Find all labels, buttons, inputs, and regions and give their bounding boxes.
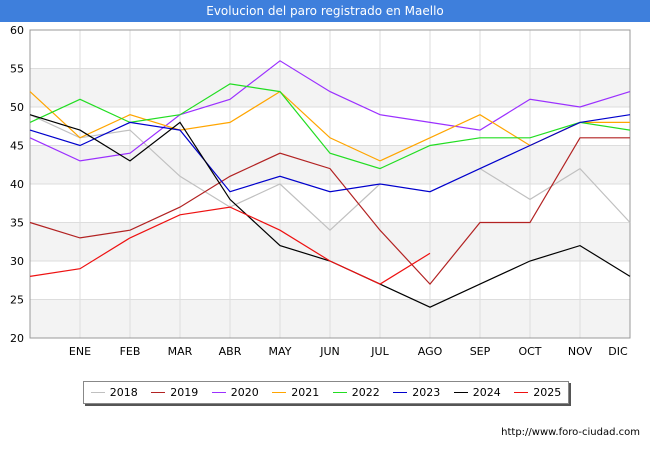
- legend-item-2023: 2023: [393, 386, 440, 399]
- x-tick-label: JUL: [370, 345, 389, 358]
- legend-swatch: [332, 392, 347, 393]
- series-2019: [29, 137, 630, 286]
- legend-swatch: [514, 392, 529, 393]
- legend: 2018 2019 2020 2021 2022 2023 2024 2025: [83, 381, 569, 404]
- y-tick-label: 35: [10, 217, 24, 230]
- series-line-2023: [29, 114, 631, 193]
- y-tick-label: 25: [10, 294, 24, 307]
- legend-swatch: [211, 392, 226, 393]
- legend-item-2020: 2020: [211, 386, 259, 399]
- legend-swatch: [393, 392, 408, 393]
- series-2020: [29, 60, 631, 162]
- x-tick-label: AGO: [418, 345, 443, 358]
- series-2025: [29, 206, 431, 285]
- x-tick-label: DIC: [608, 345, 628, 358]
- legend-item-2025: 2025: [514, 386, 561, 399]
- footer-url[interactable]: http://www.foro-ciudad.com: [501, 427, 640, 438]
- plot-frame: [29, 29, 631, 339]
- legend-label: 2025: [533, 386, 562, 399]
- series-line-2025: [29, 206, 431, 285]
- legend-item-2019: 2019: [151, 386, 198, 399]
- y-tick-label: 60: [10, 24, 24, 37]
- legend-label: 2020: [230, 386, 259, 399]
- x-tick-label: MAR: [168, 345, 193, 358]
- y-tick-label: 30: [10, 255, 24, 268]
- series-line-2019: [29, 137, 630, 286]
- x-tick-label: ABR: [219, 345, 242, 358]
- chart-title: Evolucion del paro registrado en Maello: [0, 0, 650, 22]
- y-tick-label: 50: [10, 101, 24, 114]
- series-2023: [29, 114, 631, 193]
- series-lines: [29, 60, 631, 308]
- legend-label: 2022: [351, 386, 380, 399]
- y-tick-label: 55: [10, 63, 24, 76]
- y-tick-label: 45: [10, 140, 24, 153]
- y-axis-ticks: 20 25 30 35 40 45 50 55 60: [10, 24, 24, 345]
- legend-label: 2024: [472, 386, 501, 399]
- y-tick-label: 20: [10, 332, 24, 345]
- legend-label: 2018: [109, 386, 138, 399]
- x-tick-label: SEP: [470, 345, 491, 358]
- x-tick-label: NOV: [568, 345, 593, 358]
- legend-swatch: [453, 392, 468, 393]
- x-tick-label: FEB: [120, 345, 141, 358]
- legend-swatch: [90, 392, 105, 393]
- legend-item-2024: 2024: [453, 386, 501, 399]
- legend-label: 2023: [412, 386, 441, 399]
- y-tick-label: 40: [10, 178, 24, 191]
- x-tick-label: OCT: [518, 345, 541, 358]
- x-axis-ticks: ENE FEB MAR ABR MAY JUN JUL AGO SEP OCT NOV DIC: [69, 345, 628, 358]
- legend-item-2022: 2022: [332, 386, 380, 399]
- x-tick-label: ENE: [69, 345, 91, 358]
- legend-item-2021: 2021: [272, 386, 319, 399]
- legend-label: 2019: [170, 386, 199, 399]
- x-tick-label: MAY: [269, 345, 292, 358]
- x-tick-label: JUN: [319, 345, 340, 358]
- legend-swatch: [272, 392, 287, 393]
- legend-label: 2021: [291, 386, 320, 399]
- legend-item-2018: 2018: [90, 386, 138, 399]
- legend-swatch: [151, 392, 166, 393]
- series-line-2018: [479, 167, 631, 223]
- series-line-2020: [29, 60, 631, 162]
